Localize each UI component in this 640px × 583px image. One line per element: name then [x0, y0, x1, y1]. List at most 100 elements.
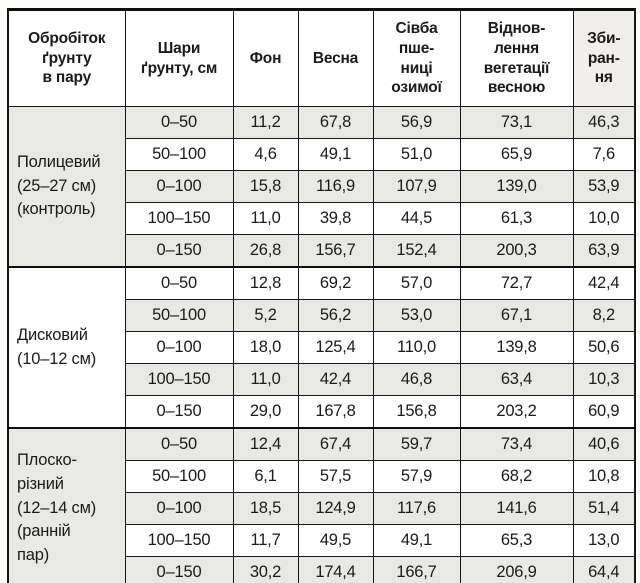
table-row: 100–150 11,0 39,8 44,5 61,3 10,0: [8, 202, 636, 235]
value-cell: 46,3: [572, 106, 636, 139]
value-cell: 57,0: [372, 266, 461, 300]
value-cell: 156,7: [297, 234, 374, 268]
value-cell: 72,7: [459, 266, 574, 300]
value-cell: 5,2: [232, 299, 299, 332]
value-cell: 13,0: [572, 524, 636, 557]
value-cell: 8,2: [572, 299, 636, 332]
value-cell: 61,3: [459, 202, 574, 235]
layer-cell: 50–100: [124, 460, 234, 493]
value-cell: 53,9: [572, 170, 636, 203]
table-body: Полицевий (25–27 см) (контроль) 0–50 11,2 6…: [7, 106, 636, 583]
group-label-cell: Плоско- різний (12–14 см) (ранній пар): [7, 427, 126, 583]
value-cell: 7,6: [572, 138, 636, 171]
group-label-cell: Полицевий (25–27 см) (контроль): [7, 106, 126, 268]
value-cell: 4,6: [232, 138, 299, 171]
table-row: 0–100 18,0 125,4 110,0 139,8 50,6: [8, 331, 636, 364]
header-cell: Шари ґрунту, см: [124, 9, 234, 107]
value-cell: 44,5: [372, 202, 461, 235]
value-cell: 67,8: [297, 106, 374, 139]
value-cell: 152,4: [372, 234, 461, 268]
header-row: Обробіток ґрунту в пару Шари ґрунту, см Фо…: [7, 9, 636, 107]
value-cell: 30,2: [232, 556, 299, 583]
layer-cell: 50–100: [124, 299, 234, 332]
value-cell: 56,2: [297, 299, 374, 332]
table-row: Плоско- різний (12–14 см) (ранній пар) 0–…: [7, 427, 636, 583]
value-cell: 50,6: [572, 331, 636, 364]
table-row: 0–150 30,2 174,4 166,7 206,9 64,4: [8, 556, 636, 583]
value-cell: 12,8: [232, 266, 299, 300]
value-cell: 29,0: [232, 395, 299, 429]
value-cell: 42,4: [297, 363, 374, 396]
value-cell: 166,7: [372, 556, 461, 583]
value-cell: 11,0: [232, 202, 299, 235]
header-cell: Сівба пше- ниці озимої: [372, 9, 461, 107]
header-cell: Весна: [297, 9, 374, 107]
value-cell: 141,6: [459, 492, 574, 525]
layer-cell: 0–50: [124, 427, 234, 461]
value-cell: 57,5: [297, 460, 374, 493]
table-row: 100–150 11,7 49,5 49,1 65,3 13,0: [8, 524, 636, 557]
layer-cell: 0–50: [124, 266, 234, 300]
table-row: Дисковий (10–12 см) 0–50 12,8 69,2 57,0 72,7 4…: [7, 266, 636, 429]
value-cell: 139,8: [459, 331, 574, 364]
value-cell: 156,8: [372, 395, 461, 429]
group-label-cell: Дисковий (10–12 см): [7, 266, 126, 429]
value-cell: 174,4: [297, 556, 374, 583]
value-cell: 49,1: [372, 524, 461, 557]
table-row: 0–100 15,8 116,9 107,9 139,0 53,9: [8, 170, 636, 203]
value-cell: 12,4: [232, 427, 299, 461]
value-cell: 124,9: [297, 492, 374, 525]
layer-cell: 100–150: [124, 363, 234, 396]
value-cell: 18,5: [232, 492, 299, 525]
value-cell: 40,6: [572, 427, 636, 461]
value-cell: 63,4: [459, 363, 574, 396]
value-cell: 68,2: [459, 460, 574, 493]
value-cell: 117,6: [372, 492, 461, 525]
value-cell: 73,4: [459, 427, 574, 461]
layer-cell: 0–50: [124, 106, 234, 139]
value-cell: 65,3: [459, 524, 574, 557]
value-cell: 39,8: [297, 202, 374, 235]
value-cell: 15,8: [232, 170, 299, 203]
table-row: 50–100 5,2 56,2 53,0 67,1 8,2: [8, 299, 636, 332]
value-cell: 10,0: [572, 202, 636, 235]
value-cell: 6,1: [232, 460, 299, 493]
table-row: 50–100 6,1 57,5 57,9 68,2 10,8: [8, 460, 636, 493]
table-row: 50–100 4,6 49,1 51,0 65,9 7,6: [8, 138, 636, 171]
value-cell: 26,8: [232, 234, 299, 268]
header-cell: Зби- ран- ня: [572, 9, 636, 107]
layer-cell: 0–100: [124, 170, 234, 203]
value-cell: 167,8: [297, 395, 374, 429]
value-cell: 125,4: [297, 331, 374, 364]
soil-moisture-table: Обробіток ґрунту в пару Шари ґрунту, см Фо…: [7, 8, 636, 583]
value-cell: 51,4: [572, 492, 636, 525]
value-cell: 11,0: [232, 363, 299, 396]
value-cell: 65,9: [459, 138, 574, 171]
value-cell: 139,0: [459, 170, 574, 203]
header-cell: Віднов- лення вегетації весною: [459, 9, 574, 107]
value-cell: 10,8: [572, 460, 636, 493]
table-row: 100–150 11,0 42,4 46,8 63,4 10,3: [8, 363, 636, 396]
layer-cell: 100–150: [124, 524, 234, 557]
value-cell: 51,0: [372, 138, 461, 171]
value-cell: 57,9: [372, 460, 461, 493]
value-cell: 63,9: [572, 234, 636, 268]
value-cell: 42,4: [572, 266, 636, 300]
value-cell: 46,8: [372, 363, 461, 396]
table-row: Полицевий (25–27 см) (контроль) 0–50 11,2 6…: [7, 106, 636, 268]
value-cell: 59,7: [372, 427, 461, 461]
value-cell: 69,2: [297, 266, 374, 300]
value-cell: 107,9: [372, 170, 461, 203]
value-cell: 10,3: [572, 363, 636, 396]
value-cell: 49,1: [297, 138, 374, 171]
value-cell: 18,0: [232, 331, 299, 364]
layer-cell: 0–150: [124, 556, 234, 583]
layer-cell: 50–100: [124, 138, 234, 171]
table-row: 0–150 26,8 156,7 152,4 200,3 63,9: [8, 234, 636, 268]
value-cell: 64,4: [572, 556, 636, 583]
value-cell: 53,0: [372, 299, 461, 332]
value-cell: 116,9: [297, 170, 374, 203]
table-row: 0–100 18,5 124,9 117,6 141,6 51,4: [8, 492, 636, 525]
value-cell: 200,3: [459, 234, 574, 268]
